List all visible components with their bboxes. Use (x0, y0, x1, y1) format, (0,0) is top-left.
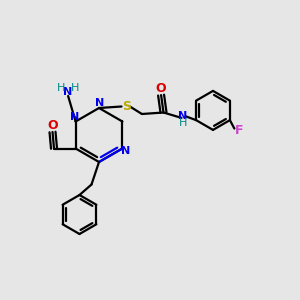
Text: N: N (70, 112, 79, 122)
Text: H: H (179, 118, 187, 128)
Text: O: O (156, 82, 167, 95)
Text: N: N (178, 111, 188, 122)
Text: H: H (70, 82, 79, 93)
Text: N: N (122, 146, 130, 156)
Text: F: F (235, 124, 243, 137)
Text: H: H (57, 82, 66, 93)
Text: N: N (64, 87, 73, 98)
Text: S: S (122, 100, 131, 113)
Text: N: N (95, 98, 104, 108)
Text: O: O (47, 119, 58, 132)
